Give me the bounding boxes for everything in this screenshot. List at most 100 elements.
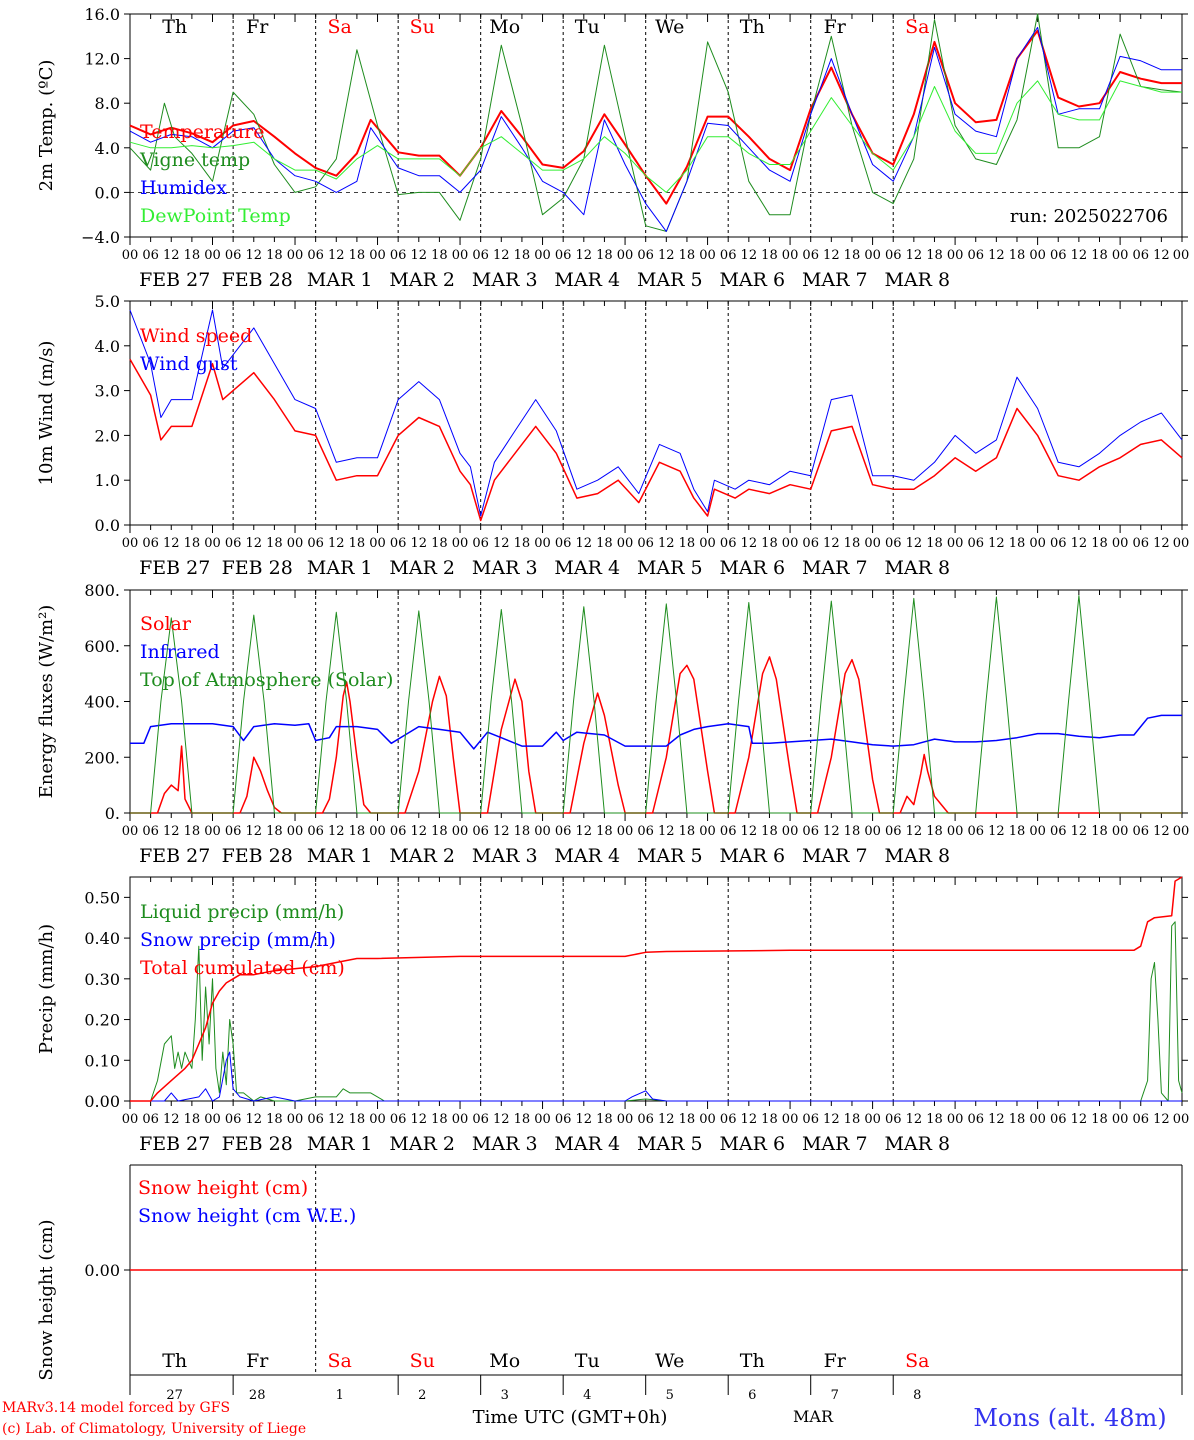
day-number: 6 xyxy=(748,1388,756,1403)
hour-tick-label: 12 xyxy=(411,824,428,839)
y-axis-title: Precip (mm/h) xyxy=(36,924,57,1054)
hour-tick-label: 18 xyxy=(844,1112,861,1127)
hour-tick-label: 00 xyxy=(1173,824,1190,839)
hour-tick-label: 00 xyxy=(699,248,716,263)
hour-tick-label: 18 xyxy=(431,536,448,551)
weekday-label: Su xyxy=(410,16,435,38)
day-number: 1 xyxy=(336,1388,344,1403)
hour-tick-label: 06 xyxy=(142,1112,159,1127)
hour-tick-label: 18 xyxy=(926,1112,943,1127)
hour-tick-label: 18 xyxy=(349,536,366,551)
hour-tick-label: 12 xyxy=(1071,248,1088,263)
date-label: MAR 6 xyxy=(719,845,785,867)
y-axis-title: 2m Temp. (ºC) xyxy=(36,60,57,192)
date-label: MAR 8 xyxy=(884,845,950,867)
y-tick-label: 5.0 xyxy=(95,292,120,311)
hour-tick-label: 12 xyxy=(823,536,840,551)
hour-tick-label: 12 xyxy=(328,536,345,551)
hour-tick-label: 00 xyxy=(782,536,799,551)
hour-tick-label: 00 xyxy=(534,248,551,263)
weekday-label: Sa xyxy=(328,16,352,38)
y-tick-label: 600. xyxy=(84,637,120,656)
hour-tick-label: 12 xyxy=(906,248,923,263)
y-tick-label: 0.0 xyxy=(95,516,120,535)
hour-tick-label: 06 xyxy=(720,536,737,551)
hour-tick-label: 00 xyxy=(1112,536,1129,551)
hour-tick-label: 12 xyxy=(328,248,345,263)
panel-frame xyxy=(129,300,1183,526)
weekday-label: Fr xyxy=(824,16,847,38)
hour-tick-label: 00 xyxy=(122,1112,139,1127)
date-label: FEB 28 xyxy=(222,557,293,579)
hour-tick-label: 00 xyxy=(369,1112,386,1127)
hour-tick-label: 06 xyxy=(142,824,159,839)
weekday-label: Th xyxy=(162,1350,187,1372)
legend-entry: Solar xyxy=(140,613,192,635)
hour-tick-label: 12 xyxy=(163,248,180,263)
hour-tick-label: 12 xyxy=(411,536,428,551)
hour-tick-label: 12 xyxy=(823,824,840,839)
hour-tick-label: 18 xyxy=(1009,824,1026,839)
hour-tick-label: 00 xyxy=(947,1112,964,1127)
hour-tick-label: 18 xyxy=(844,824,861,839)
weekday-label: Th xyxy=(740,16,765,38)
series-line xyxy=(130,876,1183,1102)
date-label: MAR 4 xyxy=(554,1133,620,1155)
hour-tick-label: 06 xyxy=(1050,824,1067,839)
hour-tick-label: 06 xyxy=(555,536,572,551)
legend-entry: Temperature xyxy=(140,121,264,143)
hour-tick-label: 18 xyxy=(514,824,531,839)
hour-tick-label: 12 xyxy=(658,1112,675,1127)
hour-tick-label: 00 xyxy=(534,1112,551,1127)
hour-tick-label: 12 xyxy=(988,248,1005,263)
hour-tick-label: 00 xyxy=(782,248,799,263)
date-label: FEB 27 xyxy=(139,1133,210,1155)
hour-tick-label: 00 xyxy=(782,1112,799,1127)
day-number: 4 xyxy=(583,1388,591,1403)
date-label: FEB 28 xyxy=(222,1133,293,1155)
hour-tick-label: 12 xyxy=(245,248,262,263)
hour-tick-label: 00 xyxy=(369,824,386,839)
y-tick-label: 800. xyxy=(84,581,120,600)
hour-tick-label: 00 xyxy=(287,536,304,551)
date-label: MAR 7 xyxy=(802,557,868,579)
weekday-label: Fr xyxy=(246,1350,269,1372)
hour-tick-label: 12 xyxy=(493,824,510,839)
hour-tick-label: 06 xyxy=(1132,1112,1149,1127)
hour-tick-label: 12 xyxy=(741,248,758,263)
hour-tick-label: 00 xyxy=(864,824,881,839)
weekday-label: Th xyxy=(740,1350,765,1372)
date-label: MAR 2 xyxy=(389,557,455,579)
y-tick-label: 0.00 xyxy=(84,1261,120,1280)
hour-tick-label: 06 xyxy=(472,1112,489,1127)
hour-tick-label: 00 xyxy=(204,1112,221,1127)
hour-tick-label: 06 xyxy=(720,824,737,839)
y-tick-label: 3.0 xyxy=(95,382,120,401)
hour-tick-label: 18 xyxy=(844,536,861,551)
date-label: MAR 3 xyxy=(472,845,538,867)
date-label: MAR 3 xyxy=(472,1133,538,1155)
hour-tick-label: 18 xyxy=(349,824,366,839)
hour-tick-label: 06 xyxy=(142,248,159,263)
date-label: MAR 1 xyxy=(307,1133,373,1155)
hour-tick-label: 18 xyxy=(926,824,943,839)
hour-tick-label: 12 xyxy=(741,824,758,839)
hour-tick-label: 00 xyxy=(204,536,221,551)
date-label: MAR 3 xyxy=(472,269,538,291)
hour-tick-label: 18 xyxy=(184,536,201,551)
hour-tick-label: 18 xyxy=(431,248,448,263)
hour-tick-label: 12 xyxy=(1071,536,1088,551)
hour-tick-label: 18 xyxy=(431,824,448,839)
hour-tick-label: 00 xyxy=(864,536,881,551)
day-number: 5 xyxy=(666,1388,674,1403)
hour-tick-label: 00 xyxy=(1112,248,1129,263)
hour-tick-label: 06 xyxy=(472,248,489,263)
date-label: MAR 2 xyxy=(389,269,455,291)
hour-tick-label: 18 xyxy=(596,1112,613,1127)
weekday-label: Tu xyxy=(575,1350,600,1372)
legend-entry: Humidex xyxy=(140,177,227,199)
hour-tick-label: 12 xyxy=(245,1112,262,1127)
hour-tick-label: 00 xyxy=(287,1112,304,1127)
series-line xyxy=(129,13,1183,232)
